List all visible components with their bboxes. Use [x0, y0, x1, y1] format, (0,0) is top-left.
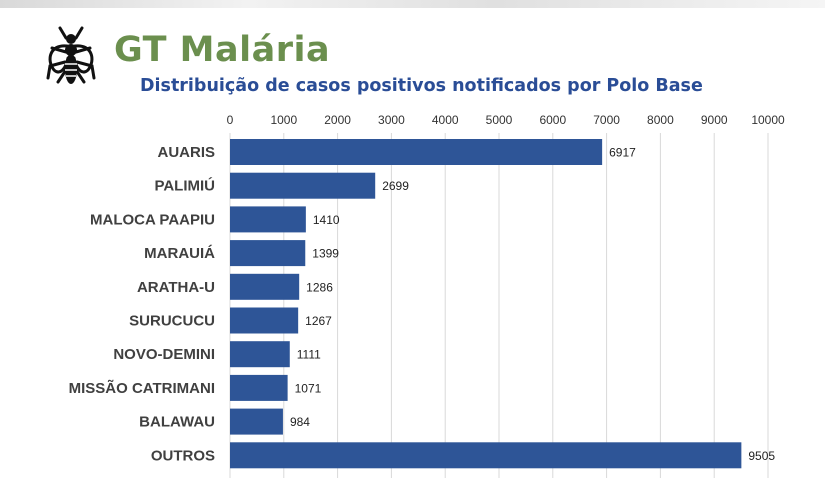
x-tick-label: 8000: [647, 113, 674, 127]
data-label: 1286: [306, 280, 333, 294]
data-label: 2699: [382, 179, 409, 193]
category-label: ARATHA-U: [137, 279, 215, 296]
category-label: OUTROS: [151, 447, 215, 464]
data-label: 984: [290, 415, 310, 429]
page-title: GT Malária: [114, 30, 331, 70]
bar-maraui-: [230, 240, 306, 267]
data-label: 6917: [609, 146, 636, 160]
data-label: 1410: [313, 213, 340, 227]
bar-balawau: [230, 408, 283, 435]
category-label: AUARIS: [157, 144, 215, 161]
x-tick-label: 0: [227, 113, 234, 127]
bar-auaris: [230, 139, 603, 165]
category-label: MALOCA PAAPIU: [90, 211, 215, 228]
data-label: 1111: [297, 348, 321, 362]
top-decorative-strip: [0, 0, 825, 8]
x-tick-label: 4000: [432, 113, 459, 127]
x-tick-label: 3000: [378, 113, 405, 127]
category-label: NOVO-DEMINI: [113, 346, 215, 363]
x-tick-label: 7000: [593, 113, 620, 127]
data-label: 1071: [295, 381, 322, 395]
category-label: BALAWAU: [139, 414, 215, 431]
category-label: PALIMIÚ: [154, 177, 215, 195]
category-label: SURUCUCU: [129, 313, 215, 330]
data-label: 1267: [305, 314, 332, 328]
x-tick-label: 2000: [324, 113, 351, 127]
data-label: 1399: [312, 247, 339, 261]
bar-surucucu: [230, 307, 299, 334]
bar-outros: [230, 442, 742, 469]
category-label: MARAUIÁ: [144, 245, 215, 262]
x-tick-label: 9000: [701, 113, 728, 127]
chart-subtitle: Distribuição de casos positivos notifica…: [140, 76, 703, 96]
category-label: MISSÃO CATRIMANI: [69, 379, 215, 397]
bar-maloca-paapiu: [230, 206, 306, 233]
bar-palimi-: [230, 172, 376, 199]
data-label: 9505: [748, 449, 775, 463]
x-tick-label: 6000: [539, 113, 566, 127]
x-tick-label: 1000: [270, 113, 297, 127]
bar-aratha-u: [230, 273, 300, 300]
x-tick-label: 10000: [751, 113, 785, 127]
bar-miss-o-catrimani: [230, 374, 288, 401]
x-tick-label: 5000: [486, 113, 513, 127]
mosquito-icon: [46, 26, 96, 84]
bar-novo-demini: [230, 341, 290, 368]
